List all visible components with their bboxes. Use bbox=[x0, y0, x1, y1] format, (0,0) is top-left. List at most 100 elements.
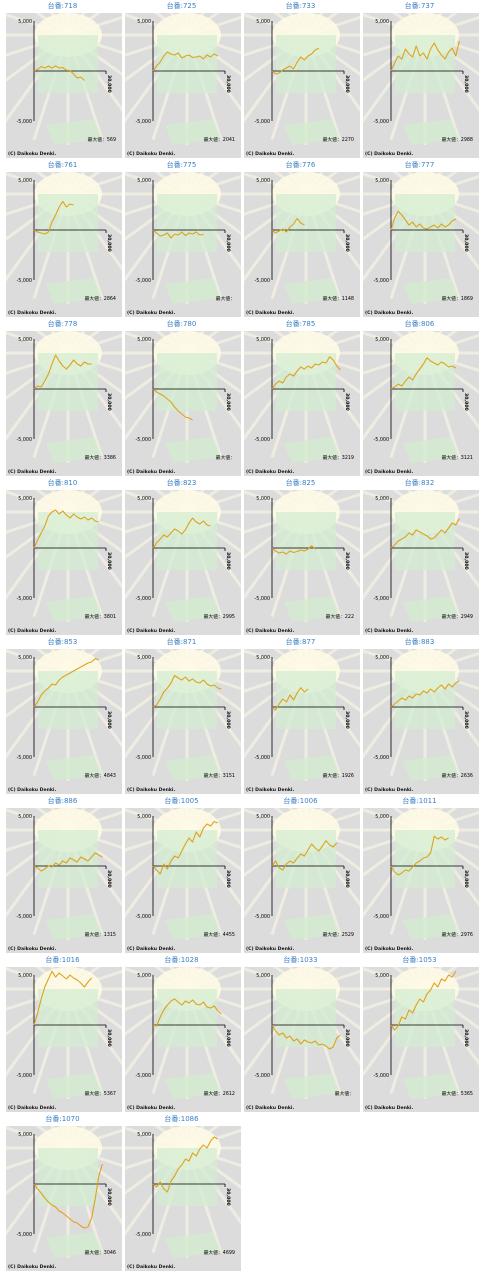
line-chart: 5,000 -5,000 30,000 最大値：569 (C) Daikoku Denk… bbox=[6, 13, 122, 158]
chart-panel: 台番:1006 5,000 -5,000 30,000 最大値：2529 (C) Daik… bbox=[241, 796, 360, 955]
y-tick-label-max: 5,000 bbox=[18, 496, 32, 502]
series-line bbox=[152, 388, 193, 421]
chart-panel: 台番:1011 5,000 -5,000 30,000 最大値：2976 (C) Daik… bbox=[360, 796, 479, 955]
copyright-text: (C) Daikoku Denki. bbox=[127, 628, 175, 634]
field-decoration bbox=[157, 512, 217, 570]
max-value: 3121 bbox=[461, 455, 473, 461]
max-value-prefix: 最大値： bbox=[204, 772, 223, 779]
x-tick-label-max: 30,000 bbox=[225, 1029, 231, 1047]
chart-title: 台番:1070 bbox=[45, 1115, 80, 1123]
y-tick-label-max: 5,000 bbox=[256, 496, 270, 502]
max-value-label: 最大値：2949 bbox=[442, 613, 473, 620]
max-value: 3046 bbox=[104, 1250, 116, 1256]
series-line bbox=[152, 820, 219, 875]
field-decoration bbox=[157, 35, 217, 93]
y-tick-label-max: 5,000 bbox=[18, 1132, 32, 1138]
copyright-text: (C) Daikoku Denki. bbox=[8, 787, 56, 793]
series-line bbox=[390, 357, 457, 390]
series-line bbox=[152, 517, 211, 549]
line-chart: 5,000 -5,000 30,000 最大値：1148 (C) Daikoku Den… bbox=[244, 172, 360, 317]
y-tick-label-max: 5,000 bbox=[18, 19, 32, 25]
x-tick-label-max: 30,000 bbox=[463, 1029, 469, 1047]
chart-title: 台番:761 bbox=[47, 161, 78, 169]
chart-title: 台番:777 bbox=[404, 161, 435, 169]
x-tick-label-max: 30,000 bbox=[106, 75, 112, 93]
y-tick-label-min: -5,000 bbox=[374, 596, 389, 602]
copyright-text: (C) Daikoku Denki. bbox=[246, 628, 294, 634]
line-chart: 5,000 -5,000 30,000 最大値：3151 (C) Daikoku Den… bbox=[125, 649, 241, 794]
series-line bbox=[33, 852, 103, 872]
series-line bbox=[390, 518, 460, 549]
chart-panel: 台番:777 5,000 -5,000 30,000 最大値：1869 (C) Daiko… bbox=[360, 160, 479, 319]
series-line bbox=[33, 658, 99, 708]
line-chart: 5,000 -5,000 30,000 最大値： (C) Daikoku Denki. bbox=[125, 331, 241, 476]
y-tick-label-min: -5,000 bbox=[17, 1232, 32, 1238]
max-value-label: 最大値：5367 bbox=[85, 1090, 116, 1097]
max-value-label: 最大値：3386 bbox=[85, 454, 116, 461]
max-value-prefix: 最大値： bbox=[88, 136, 107, 143]
series-line bbox=[390, 971, 457, 1031]
line-chart: 5,000 -5,000 30,000 最大値：3801 (C) Daikoku Den… bbox=[6, 490, 122, 635]
field-decoration bbox=[403, 437, 459, 463]
max-value: 5365 bbox=[461, 1091, 473, 1097]
x-tick-label-max: 30,000 bbox=[225, 234, 231, 252]
max-value-prefix: 最大値： bbox=[323, 136, 342, 143]
field-decoration bbox=[38, 512, 98, 570]
line-chart: 5,000 -5,000 30,000 最大値：5367 (C) Daikoku Den… bbox=[6, 967, 122, 1112]
copyright-text: (C) Daikoku Denki. bbox=[365, 310, 413, 316]
copyright-text: (C) Daikoku Denki. bbox=[8, 1264, 56, 1270]
field-decoration bbox=[46, 1073, 102, 1099]
max-value: 2949 bbox=[461, 614, 473, 620]
x-tick-label-max: 30,000 bbox=[106, 1029, 112, 1047]
field-decoration bbox=[46, 278, 102, 304]
chart-title: 台番:780 bbox=[166, 320, 197, 328]
max-value-prefix: 最大値： bbox=[216, 454, 235, 461]
max-value-prefix: 最大値： bbox=[204, 1090, 223, 1097]
field-decoration bbox=[157, 194, 217, 252]
max-value-label: 最大値： bbox=[335, 1090, 354, 1097]
copyright-text: (C) Daikoku Denki. bbox=[8, 946, 56, 952]
max-value-label: 最大値：2612 bbox=[204, 1090, 235, 1097]
chart-title: 台番:1053 bbox=[402, 956, 437, 964]
chart-panel: 台番:825 5,000 -5,000 30,000 最大値：222 (C) Daikok… bbox=[241, 478, 360, 637]
line-chart: 5,000 -5,000 30,000 最大値：4843 (C) Daikoku Den… bbox=[6, 649, 122, 794]
series-line bbox=[152, 229, 204, 239]
copyright-text: (C) Daikoku Denki. bbox=[127, 469, 175, 475]
y-tick-label-max: 5,000 bbox=[375, 655, 389, 661]
field-decoration bbox=[38, 35, 98, 93]
max-value-label: 最大値：2995 bbox=[204, 613, 235, 620]
chart-panel: 台番:778 5,000 -5,000 30,000 最大値：3386 (C) Daiko… bbox=[3, 319, 122, 478]
chart-panel: 台番:1016 5,000 -5,000 30,000 最大値：5367 (C) Daik… bbox=[3, 955, 122, 1114]
copyright-text: (C) Daikoku Denki. bbox=[365, 946, 413, 952]
max-value-prefix: 最大値： bbox=[442, 772, 461, 779]
x-tick-label-max: 30,000 bbox=[225, 393, 231, 411]
chart-title: 台番:1011 bbox=[402, 797, 437, 805]
field-decoration bbox=[46, 437, 102, 463]
series-line bbox=[271, 1024, 341, 1050]
y-tick-label-min: -5,000 bbox=[255, 1073, 270, 1079]
field-decoration bbox=[46, 1232, 102, 1258]
y-tick-label-min: -5,000 bbox=[374, 278, 389, 284]
series-line bbox=[152, 51, 219, 72]
x-tick-label-max: 30,000 bbox=[463, 711, 469, 729]
chart-panel: 台番:806 5,000 -5,000 30,000 最大値：3121 (C) Daiko… bbox=[360, 319, 479, 478]
max-value-prefix: 最大値： bbox=[323, 931, 342, 938]
y-tick-label-max: 5,000 bbox=[137, 337, 151, 343]
y-tick-label-min: -5,000 bbox=[255, 119, 270, 125]
field-decoration bbox=[157, 989, 217, 1047]
x-tick-label-max: 30,000 bbox=[344, 711, 350, 729]
series-line bbox=[271, 840, 338, 871]
chart-title: 台番:825 bbox=[285, 479, 316, 487]
max-value: 2636 bbox=[461, 773, 473, 779]
chart-title: 台番:806 bbox=[404, 320, 435, 328]
y-tick-label-min: -5,000 bbox=[17, 437, 32, 443]
y-tick-label-max: 5,000 bbox=[375, 973, 389, 979]
max-value-label: 最大値：1869 bbox=[442, 295, 473, 302]
max-value: 1869 bbox=[461, 296, 473, 302]
line-chart: 5,000 -5,000 30,000 最大値：4699 (C) Daikoku Den… bbox=[125, 1126, 241, 1271]
chart-title: 台番:883 bbox=[404, 638, 435, 646]
y-tick-label-min: -5,000 bbox=[255, 437, 270, 443]
max-value-label: 最大値：3801 bbox=[85, 613, 116, 620]
series-line bbox=[33, 354, 92, 390]
field-decoration bbox=[395, 671, 455, 729]
